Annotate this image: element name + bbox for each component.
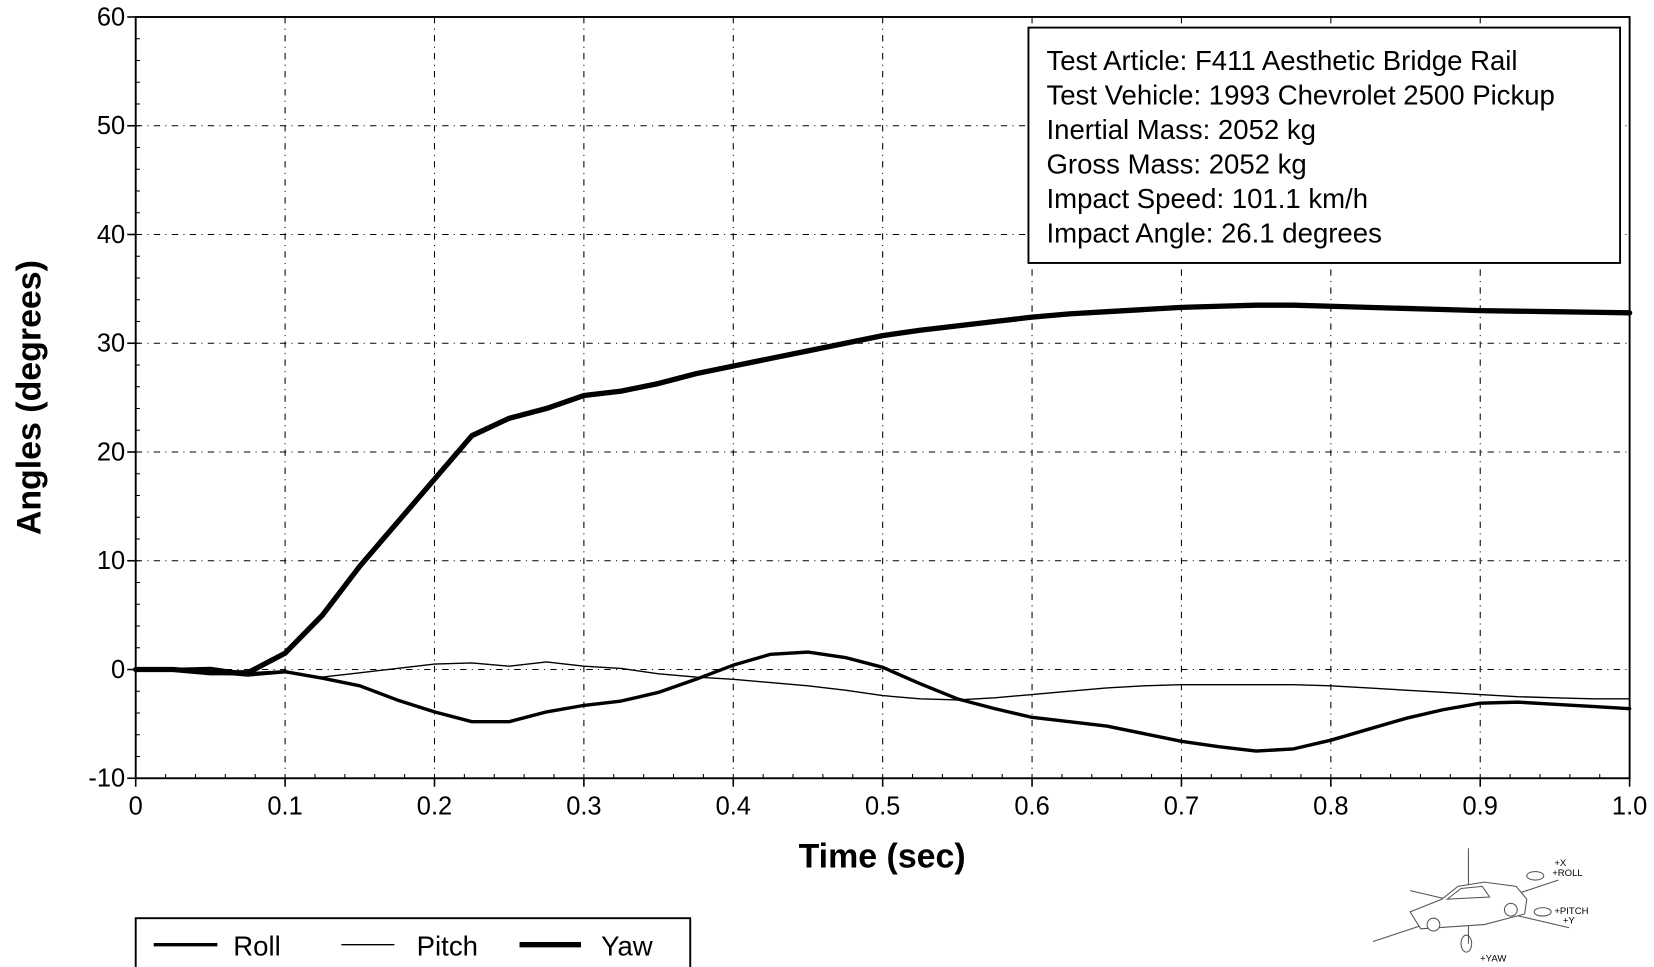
y-tick-label: 10: [97, 547, 125, 575]
legend-box: [134, 917, 692, 967]
info-line: Test Vehicle: 1993 Chevrolet 2500 Pickup: [1046, 79, 1554, 110]
plot-frame: [134, 16, 1631, 780]
icon-label: +ROLL: [1552, 868, 1582, 879]
y-tick-label: 50: [97, 112, 125, 140]
y-tick-label: 60: [97, 3, 125, 31]
legend-label: Roll: [233, 930, 280, 961]
legend-label: Pitch: [417, 930, 478, 961]
icon-label: +X: [1554, 858, 1567, 869]
x-axis-title: Time (sec): [799, 837, 966, 875]
info-line: Test Article: F411 Aesthetic Bridge Rail: [1046, 45, 1517, 76]
axis-icon: [1372, 848, 1570, 953]
x-tick-label: 0.6: [1014, 792, 1049, 820]
info-line: Impact Angle: 26.1 degrees: [1046, 217, 1381, 248]
x-tick-label: 0.1: [267, 792, 302, 820]
icon-label: +Y: [1563, 916, 1576, 927]
x-tick-label: 0.9: [1463, 792, 1498, 820]
info-line: Gross Mass: 2052 kg: [1046, 148, 1306, 179]
y-tick-label: -10: [88, 765, 125, 793]
y-tick-label: 30: [97, 330, 125, 358]
x-tick-label: 0.8: [1313, 792, 1348, 820]
x-tick-label: 0: [129, 792, 143, 820]
line-series: [135, 661, 1631, 701]
x-tick-label: 0.2: [417, 792, 452, 820]
line-series: [133, 302, 1633, 676]
x-tick-label: 0.5: [865, 792, 900, 820]
y-tick-label: 20: [97, 438, 125, 466]
y-tick-label: 0: [111, 656, 125, 684]
info-box: [1027, 26, 1622, 264]
x-tick-label: 0.4: [716, 792, 751, 820]
info-line: Inertial Mass: 2052 kg: [1046, 114, 1315, 145]
icon-label: +YAW: [1480, 954, 1506, 965]
y-tick-label: 40: [97, 221, 125, 249]
x-tick-label: 0.7: [1164, 792, 1199, 820]
legend-label: Yaw: [601, 930, 653, 961]
line-series: [134, 650, 1632, 753]
y-axis-title: Angles (degrees): [10, 260, 48, 535]
x-tick-label: 0.3: [566, 792, 601, 820]
info-line: Impact Speed: 101.1 km/h: [1046, 183, 1368, 214]
icon-label: +PITCH: [1554, 906, 1588, 917]
x-tick-label: 1.0: [1612, 792, 1647, 820]
